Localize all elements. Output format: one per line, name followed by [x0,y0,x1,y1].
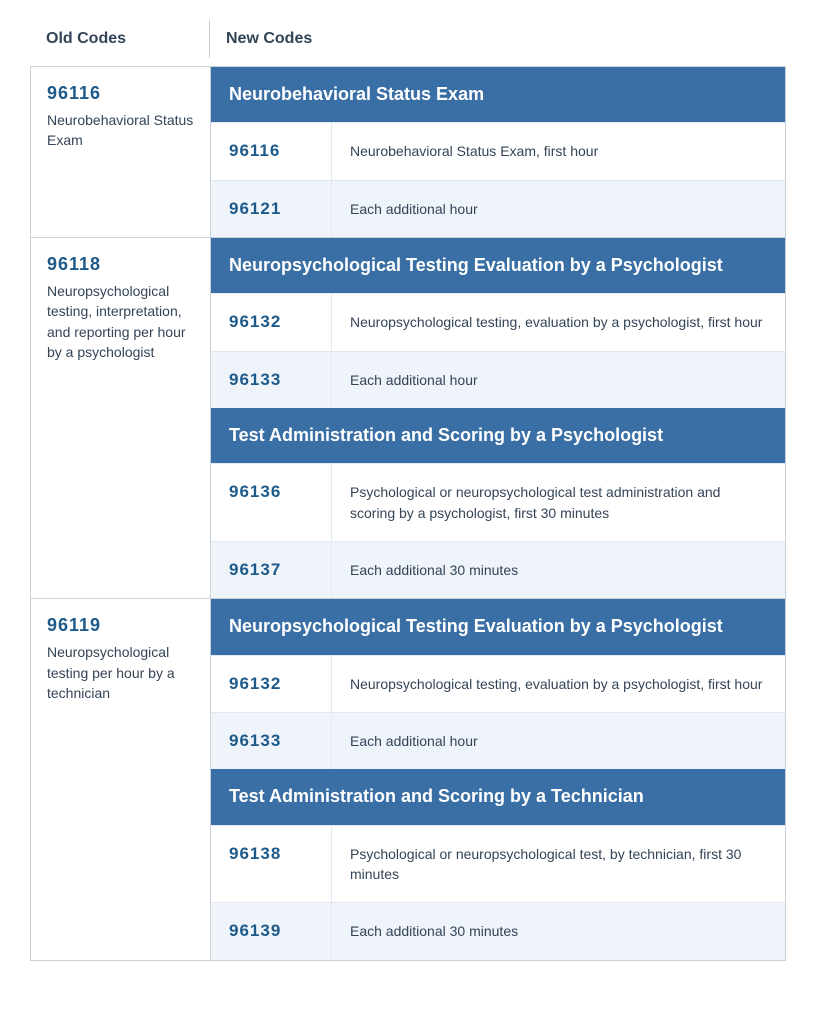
new-code-number: 96132 [211,656,331,712]
new-code-description: Psychological or neuropsychological test… [331,826,785,903]
code-row: 96133Each additional hour [211,712,785,769]
code-row: 96116Neurobehavioral Status Exam, first … [211,122,785,179]
new-code-description: Neuropsychological testing, evaluation b… [331,294,785,350]
new-code-number: 96133 [211,713,331,769]
new-codes-cell: Neuropsychological Testing Evaluation by… [211,238,785,598]
table-header-row: Old Codes New Codes [30,20,786,58]
code-row: 96132Neuropsychological testing, evaluat… [211,655,785,712]
new-code-description: Each additional hour [331,352,785,408]
code-row: 96137Each additional 30 minutes [211,541,785,598]
new-codes-header: New Codes [210,20,786,58]
code-group: 96118 Neuropsychological testing, interpr… [31,237,785,598]
new-code-number: 96133 [211,352,331,408]
code-row: 96136Psychological or neuropsychological… [211,463,785,541]
section-title: Neuropsychological Testing Evaluation by… [211,238,785,293]
old-code-description: Neurobehavioral Status Exam [47,110,194,151]
new-code-number: 96137 [211,542,331,598]
code-row: 96132Neuropsychological testing, evaluat… [211,293,785,350]
code-group: 96119 Neuropsychological testing per hour… [31,598,785,959]
new-code-description: Neurobehavioral Status Exam, first hour [331,123,785,179]
new-code-description: Each additional hour [331,181,785,237]
new-codes-cell: Neurobehavioral Status Exam96116Neurobeh… [211,67,785,237]
code-row: 96121Each additional hour [211,180,785,237]
new-code-description: Each additional 30 minutes [331,542,785,598]
old-code-description: Neuropsychological testing per hour by a… [47,642,194,703]
old-code-number: 96119 [47,615,194,636]
new-code-number: 96138 [211,826,331,903]
section-title: Test Administration and Scoring by a Psy… [211,408,785,463]
new-code-description: Neuropsychological testing, evaluation b… [331,656,785,712]
section-title: Neuropsychological Testing Evaluation by… [211,599,785,654]
old-code-cell: 96118 Neuropsychological testing, interpr… [31,238,211,598]
new-codes-cell: Neuropsychological Testing Evaluation by… [211,599,785,959]
code-row: 96133Each additional hour [211,351,785,408]
new-code-description: Each additional hour [331,713,785,769]
old-code-number: 96118 [47,254,194,275]
code-group: 96116Neurobehavioral Status ExamNeurobeh… [31,67,785,237]
new-code-number: 96132 [211,294,331,350]
old-code-number: 96116 [47,83,194,104]
section-title: Test Administration and Scoring by a Tec… [211,769,785,824]
new-code-number: 96136 [211,464,331,541]
new-code-number: 96116 [211,123,331,179]
code-row: 96138Psychological or neuropsychological… [211,825,785,903]
section-title: Neurobehavioral Status Exam [211,67,785,122]
old-codes-header: Old Codes [30,20,210,58]
new-code-number: 96121 [211,181,331,237]
code-row: 96139Each additional 30 minutes [211,902,785,959]
old-code-cell: 96119 Neuropsychological testing per hour… [31,599,211,959]
old-code-description: Neuropsychological testing, interpretati… [47,281,194,362]
codes-table: 96116Neurobehavioral Status ExamNeurobeh… [30,66,786,961]
new-code-description: Psychological or neuropsychological test… [331,464,785,541]
new-code-number: 96139 [211,903,331,959]
new-code-description: Each additional 30 minutes [331,903,785,959]
old-code-cell: 96116 Neurobehavioral Status Exam [31,67,211,237]
